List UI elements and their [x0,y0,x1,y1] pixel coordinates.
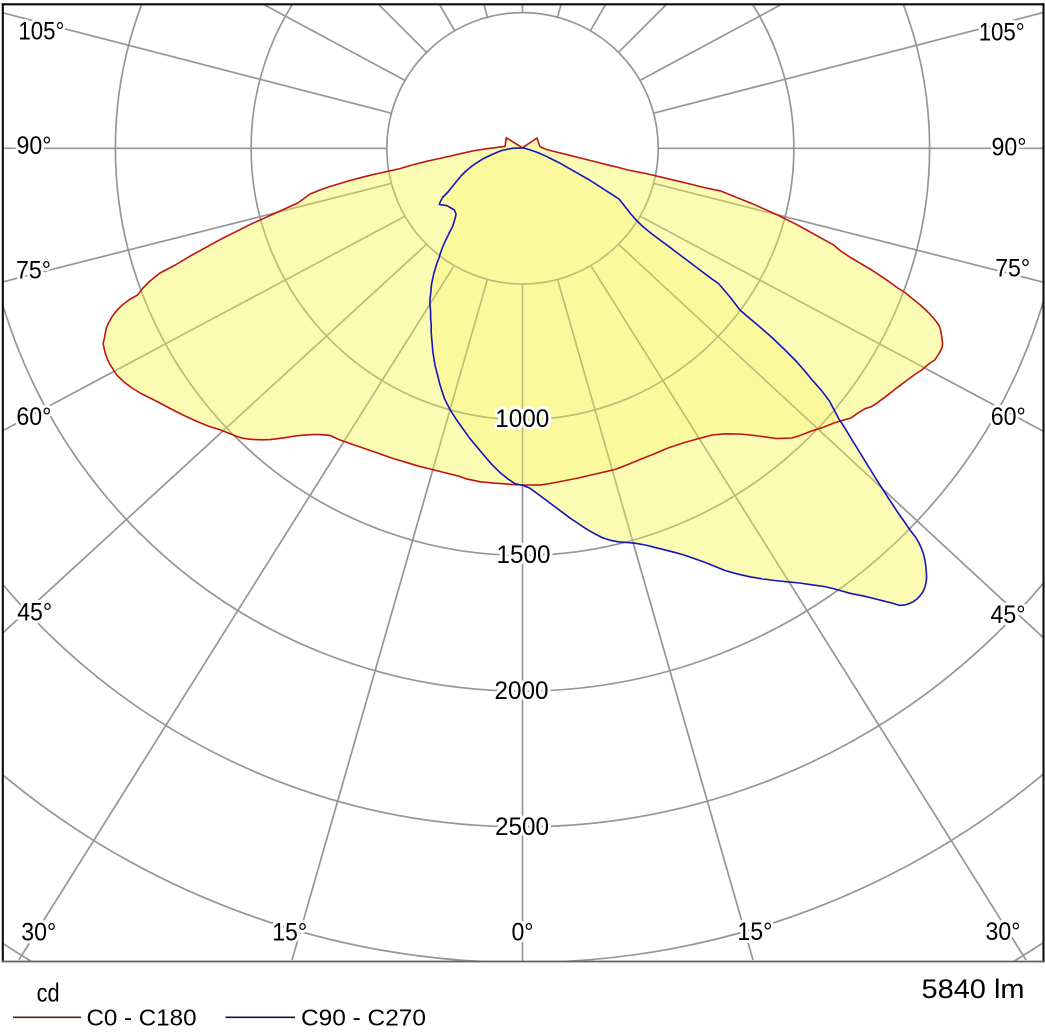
svg-text:1500: 1500 [497,541,551,569]
svg-text:60°: 60° [16,403,51,431]
svg-text:75°: 75° [995,255,1030,283]
svg-text:75°: 75° [16,257,51,285]
svg-text:cd: cd [37,978,60,1008]
svg-text:90°: 90° [17,132,52,160]
svg-text:60°: 60° [991,403,1026,431]
svg-text:2500: 2500 [495,813,549,841]
svg-text:45°: 45° [991,601,1026,629]
svg-text:30°: 30° [21,919,56,947]
svg-text:C0 - C180: C0 - C180 [87,1005,197,1031]
svg-text:30°: 30° [986,918,1021,946]
svg-text:5840 lm: 5840 lm [922,974,1025,1004]
svg-text:C90 - C270: C90 - C270 [301,1005,426,1031]
svg-text:105°: 105° [18,18,64,46]
svg-text:105°: 105° [979,19,1025,47]
svg-text:45°: 45° [17,599,52,627]
svg-text:0°: 0° [512,919,534,947]
svg-text:1000: 1000 [495,405,549,433]
svg-text:15°: 15° [272,919,307,947]
svg-text:2000: 2000 [495,677,549,705]
svg-text:15°: 15° [737,918,772,946]
svg-text:90°: 90° [992,134,1027,162]
